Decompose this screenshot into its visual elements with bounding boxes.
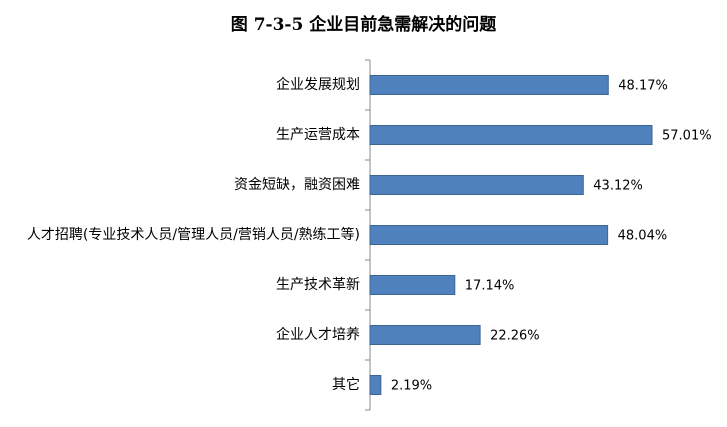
value-label: 48.17%	[618, 79, 668, 94]
category-label: 生产运营成本	[276, 127, 360, 143]
bar	[369, 125, 653, 145]
value-label: 17.14%	[465, 279, 515, 294]
value-label: 48.04%	[618, 229, 668, 244]
bar	[369, 75, 609, 95]
category-label: 企业人才培养	[276, 327, 360, 343]
bar	[369, 275, 456, 295]
value-label: 22.26%	[490, 329, 540, 344]
value-label: 43.12%	[593, 179, 643, 194]
value-label: 57.01%	[662, 129, 712, 144]
category-label: 其它	[332, 377, 360, 393]
bar	[369, 375, 382, 395]
bar	[369, 225, 609, 245]
category-label: 企业发展规划	[276, 77, 360, 93]
bar	[369, 325, 481, 345]
category-label: 人才招聘(专业技术人员/管理人员/营销人员/熟练工等)	[26, 227, 360, 243]
category-label: 生产技术革新	[276, 277, 360, 293]
value-label: 2.19%	[391, 379, 432, 394]
category-label: 资金短缺，融资困难	[234, 177, 360, 193]
chart-title: 图 7-3-5 企业目前急需解决的问题	[230, 15, 497, 35]
bar	[369, 175, 584, 195]
